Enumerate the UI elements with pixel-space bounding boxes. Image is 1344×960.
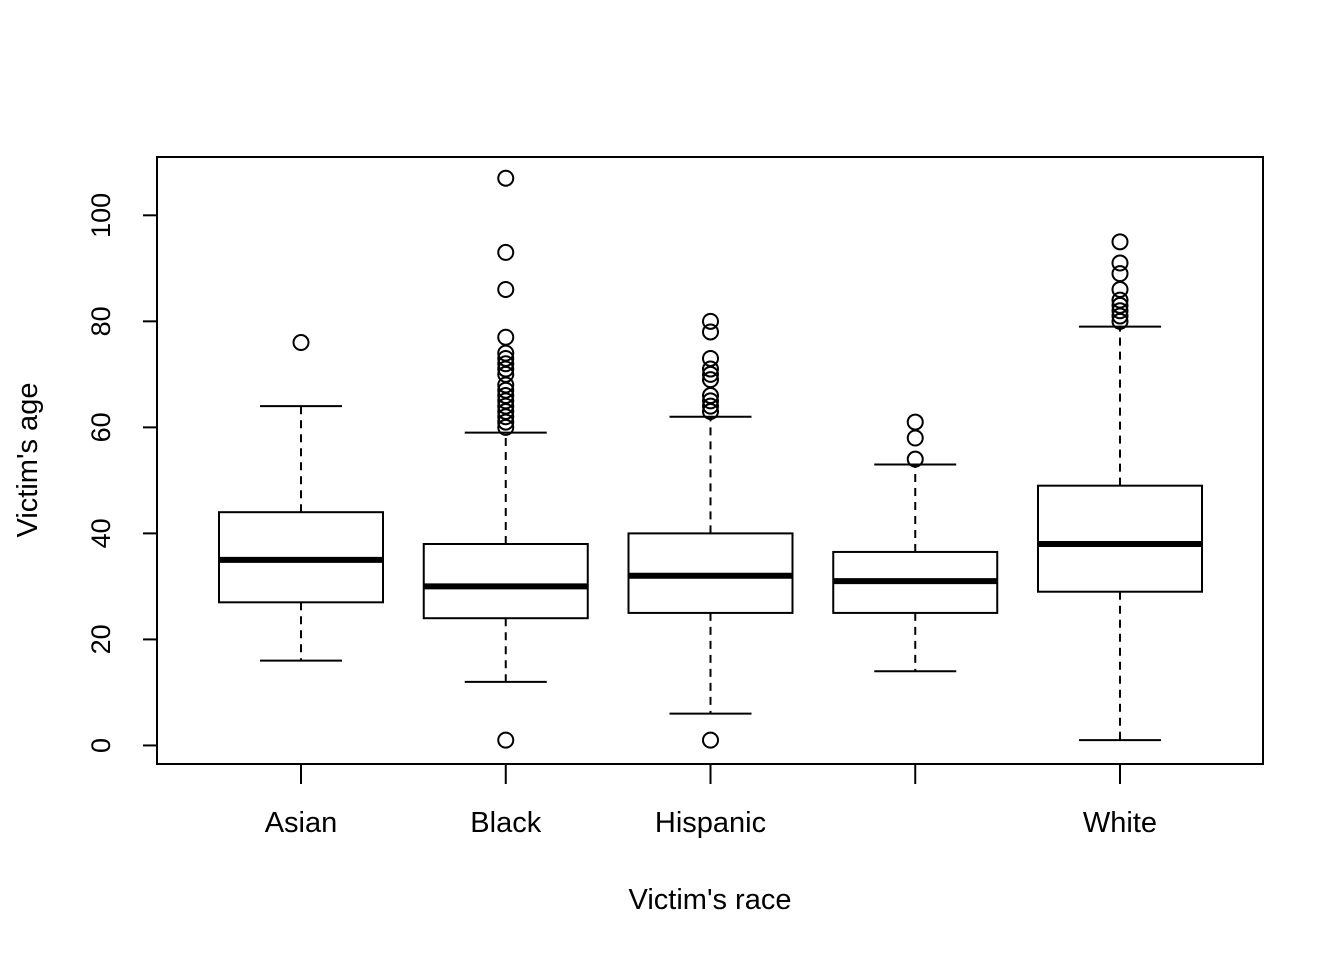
y-tick-label: 80 [86,306,116,336]
outlier-point [702,392,719,410]
outlier-point [1111,302,1129,320]
outlier-point [906,429,924,447]
x-tick-label: Black [470,807,541,839]
outlier-point [497,355,515,373]
y-axis: 0 20 40 60 80 100 [86,193,157,753]
outlier-point [497,169,515,187]
outlier-point [497,328,515,346]
x-tick-label: White [1083,807,1157,839]
box-group [218,169,1203,749]
outlier-point [1111,291,1129,309]
y-tick-label: 40 [86,518,116,548]
outlier-point [497,731,515,749]
outlier-point [1111,233,1129,251]
x-tick-label: Hispanic [655,807,766,839]
y-tick-label: 100 [86,193,116,238]
outlier-point [702,323,719,341]
outlier-point [292,334,310,352]
outlier-point [906,450,924,468]
outlier-point [906,413,924,431]
outlier-point [1111,254,1129,272]
iqr-box [422,542,589,620]
x-axis-title: Victim's race [629,884,792,916]
x-axis: Asian Black Hispanic White [265,764,1157,839]
y-axis-title: Victim's age [12,383,44,538]
outlier-point [702,371,719,389]
outlier-point [497,281,515,299]
outlier-point [702,397,719,415]
outlier-point [1111,281,1129,299]
x-tick-label: Asian [265,807,338,839]
outlier-point [702,731,719,749]
outlier-point [497,243,515,261]
y-tick-label: 20 [86,624,116,654]
outlier-point [702,349,719,367]
outlier-point [702,312,719,330]
y-tick-label: 0 [86,738,116,753]
outlier-point [702,360,719,378]
outlier-point [1111,265,1129,283]
y-tick-label: 60 [86,412,116,442]
outlier-point [497,387,515,405]
outlier-point [497,349,515,367]
iqr-box [1037,484,1203,593]
